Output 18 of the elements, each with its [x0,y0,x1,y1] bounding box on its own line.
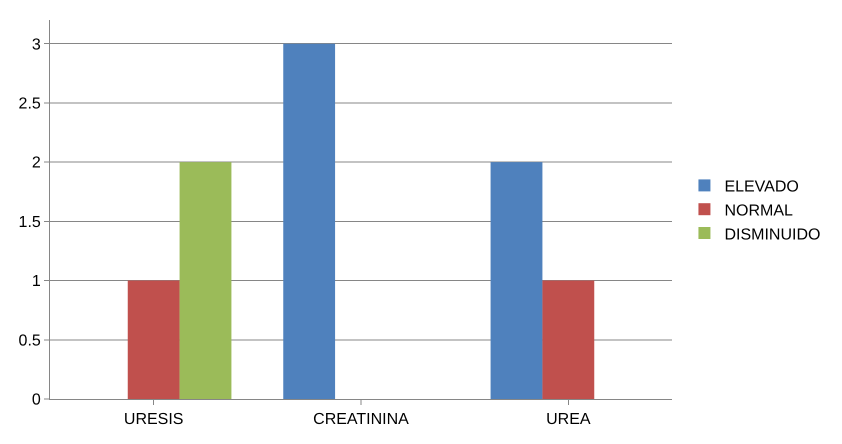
y-tick-label: 0.5 [18,332,41,350]
bar [128,280,180,399]
x-tick-label: CREATININA [313,411,410,428]
y-tick-label: 2 [32,154,41,172]
x-tick-label: URESIS [124,411,184,428]
legend-label: NORMAL [724,202,793,220]
bar [283,44,336,399]
bar [490,162,542,399]
legend-label: ELEVADO [724,178,799,196]
y-tick-label: 1.5 [18,214,41,231]
y-tick-label: 0 [32,392,41,409]
bar [542,280,594,399]
bar [180,162,232,399]
y-tick-label: 3 [32,36,41,54]
y-tick-label: 1 [32,273,41,290]
legend-label: DISMINUIDO [724,226,820,244]
x-tick-label: UREA [546,411,591,428]
y-tick-label: 2.5 [18,96,41,113]
